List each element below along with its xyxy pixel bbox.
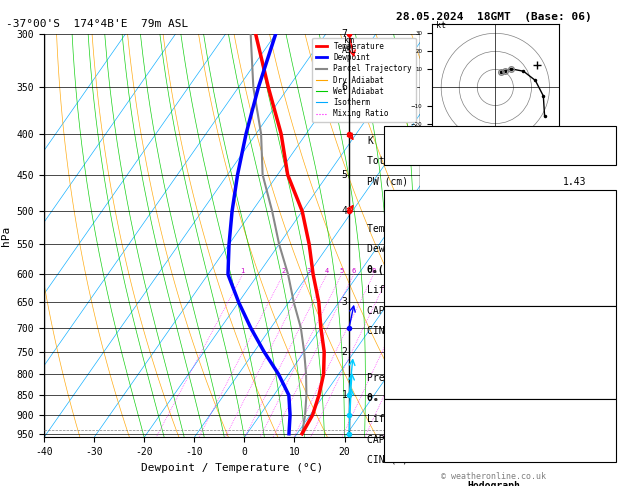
Text: Totals Totals: Totals Totals [367,156,443,167]
Legend: Temperature, Dewpoint, Parcel Trajectory, Dry Adiabat, Wet Adiabat, Isotherm, Mi: Temperature, Dewpoint, Parcel Trajectory… [312,38,416,122]
Text: 9: 9 [581,306,586,315]
Text: 9: 9 [581,434,586,444]
Text: 2: 2 [281,268,286,275]
Text: 31: 31 [574,326,586,336]
Text: 1: 1 [241,268,245,275]
Text: 2: 2 [342,347,347,357]
Text: CIN (J): CIN (J) [367,326,408,336]
Text: 1: 1 [581,285,586,295]
Text: 4: 4 [325,268,329,275]
Text: LCL: LCL [422,426,437,434]
Text: 6: 6 [342,83,347,92]
Text: 303: 303 [569,265,586,275]
Text: Pressure (mb): Pressure (mb) [367,373,443,383]
Y-axis label: hPa: hPa [1,226,11,246]
Text: θₑ (K): θₑ (K) [367,393,402,403]
Text: CAPE (J): CAPE (J) [367,434,414,444]
Text: CAPE (J): CAPE (J) [367,306,414,315]
Text: 28.05.2024  18GMT  (Base: 06): 28.05.2024 18GMT (Base: 06) [396,12,592,22]
Text: km
ASL: km ASL [342,35,357,55]
Text: 1: 1 [581,454,586,465]
Text: Dewp (°C): Dewp (°C) [367,244,420,254]
Text: 11: 11 [574,224,586,234]
Text: K: K [367,136,373,146]
Text: 950: 950 [569,373,586,383]
Text: 5: 5 [340,268,343,275]
Text: 22: 22 [574,136,586,146]
Text: 10: 10 [385,268,394,275]
Text: Most Unstable: Most Unstable [455,352,532,363]
Text: 53: 53 [574,156,586,167]
Text: 4: 4 [342,206,347,216]
X-axis label: Dewpoint / Temperature (°C): Dewpoint / Temperature (°C) [141,463,323,473]
Text: 7: 7 [342,29,347,39]
Text: -37°00'S  174°4B'E  79m ASL: -37°00'S 174°4B'E 79m ASL [6,19,189,30]
Text: 8.4: 8.4 [569,244,586,254]
Text: CIN (J): CIN (J) [367,454,408,465]
Text: 2: 2 [581,414,586,424]
Text: 6: 6 [352,268,356,275]
Text: kt: kt [436,21,446,30]
Text: 1.43: 1.43 [563,177,586,187]
Text: 3: 3 [342,297,347,307]
Text: Surface: Surface [473,204,515,213]
Text: PW (cm): PW (cm) [367,177,408,187]
Text: 5: 5 [342,170,347,180]
Text: 8: 8 [372,268,376,275]
Text: © weatheronline.co.uk: © weatheronline.co.uk [442,472,546,481]
Text: Lifted Index: Lifted Index [367,285,437,295]
Text: Hodograph: Hodograph [467,481,520,486]
Text: Lifted Index: Lifted Index [367,414,437,424]
Text: 1: 1 [342,390,347,400]
Text: 3: 3 [306,268,311,275]
Text: 303: 303 [569,393,586,403]
Text: Temp (°C): Temp (°C) [367,224,420,234]
Text: θₑ(K): θₑ(K) [367,265,396,275]
Text: 15: 15 [415,268,423,275]
